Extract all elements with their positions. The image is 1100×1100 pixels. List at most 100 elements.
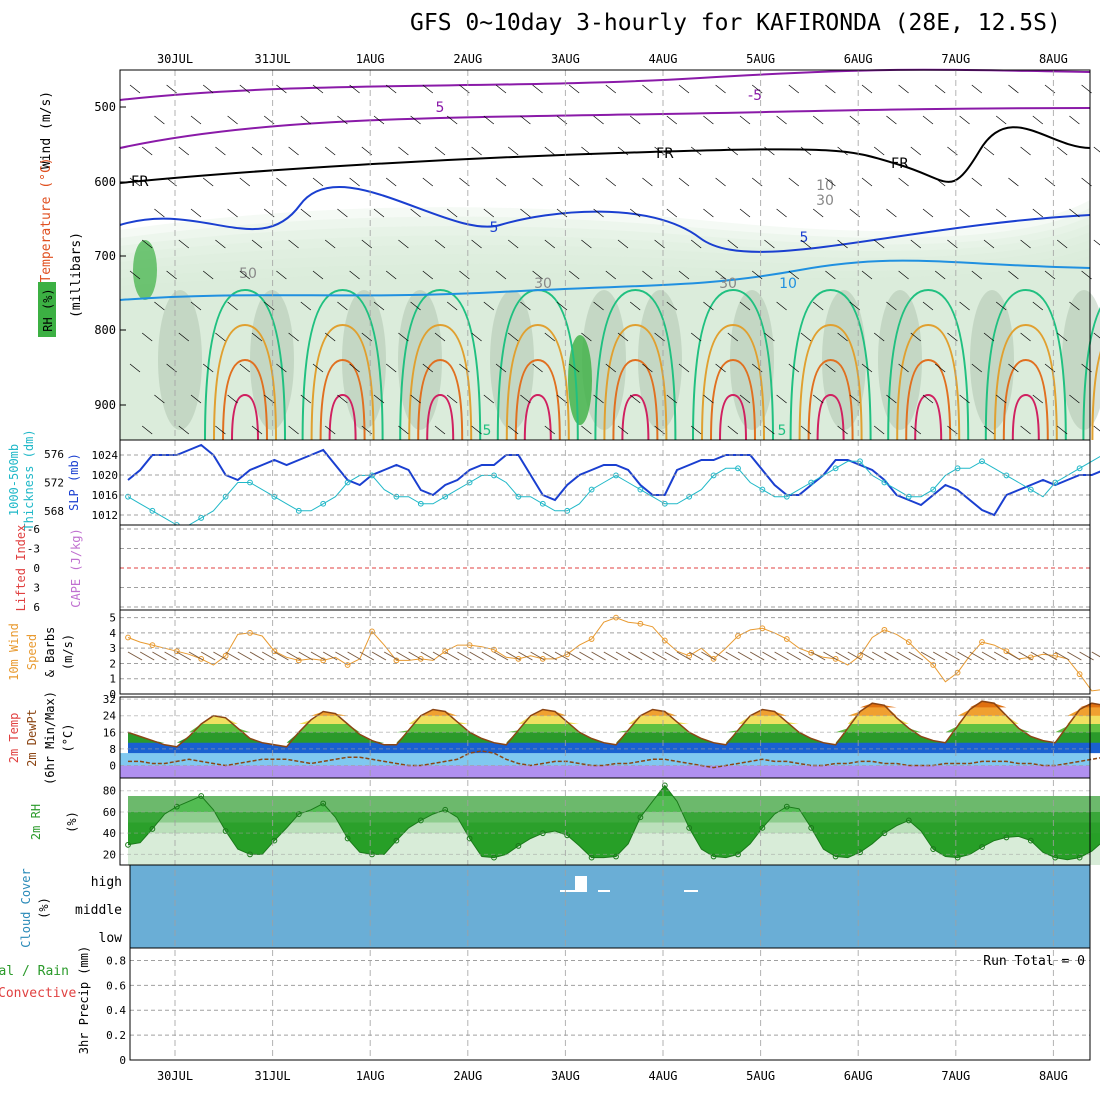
contour-label: 50 <box>239 266 257 282</box>
wind-barb <box>178 146 190 156</box>
wind-barb <box>471 146 482 156</box>
wind-barb <box>981 651 997 661</box>
wind-barb <box>434 239 446 249</box>
wind-barb <box>129 363 141 373</box>
temperature-contour <box>399 288 482 441</box>
wind-barb <box>471 425 482 435</box>
temp-tick: 0 <box>109 760 116 773</box>
wind-barb <box>568 363 580 373</box>
rh-point <box>661 782 668 789</box>
wind-barb <box>715 270 726 280</box>
wind-barb <box>776 115 787 125</box>
wind-barb <box>983 239 995 249</box>
cloud-tick: low <box>99 931 123 946</box>
thickness-point <box>295 507 302 514</box>
wind-barb <box>215 239 226 249</box>
wind-barb <box>640 651 655 661</box>
wind-barb <box>556 301 568 311</box>
temperature-contour <box>984 288 1067 441</box>
wind-barb <box>788 363 800 373</box>
wind-side-label-3: & Barbs <box>43 627 57 678</box>
wind-barb <box>603 651 619 661</box>
lifted-index-label: Lifted Index <box>14 525 28 612</box>
wind-barb <box>127 651 143 661</box>
temperature-contour <box>1082 306 1100 441</box>
wind-barb <box>581 239 592 249</box>
wind-barb <box>945 651 960 661</box>
wind-barb <box>983 425 995 435</box>
wind-barb <box>786 651 802 661</box>
wind-barb <box>593 301 604 311</box>
wind-barb <box>593 115 604 125</box>
wind-barb <box>176 651 192 661</box>
wind-barb <box>166 270 177 280</box>
wind-barb <box>654 332 665 342</box>
wind-barb <box>544 332 556 342</box>
rh-point <box>344 835 351 842</box>
wind-barb <box>1069 301 1080 311</box>
wind-barb <box>910 332 922 342</box>
wind-barb <box>261 651 277 661</box>
wind-barb <box>581 332 592 342</box>
freezing-level <box>119 126 1091 184</box>
rh-point <box>491 854 497 861</box>
wind-barb <box>1008 363 1019 373</box>
wind-barb <box>520 301 531 311</box>
wind-barb <box>823 651 838 661</box>
wind-barb <box>493 651 509 661</box>
wind-barb <box>727 425 739 435</box>
wind-barb <box>300 301 312 311</box>
wind-barb <box>520 208 531 218</box>
rh-point <box>320 800 327 807</box>
thickness-point <box>979 458 985 465</box>
temperature-contour <box>789 288 872 441</box>
upper-ylabel: (millibars) <box>69 232 84 318</box>
wind-barb <box>532 270 543 280</box>
wind-barb <box>432 651 448 661</box>
wind-barb <box>1008 177 1019 187</box>
date-label-bottom: 6AUG <box>844 1069 873 1083</box>
wind-barb <box>922 301 934 311</box>
wind-tick: 0 <box>109 688 116 701</box>
rh-point <box>905 817 912 824</box>
wind-barb <box>227 208 238 218</box>
wind-barb <box>605 84 617 94</box>
cloud-unit-label: (%) <box>37 897 51 919</box>
slp-tick: 1024 <box>92 449 119 462</box>
wind-barb <box>1093 425 1100 432</box>
wind-barb <box>154 208 165 218</box>
wind-barb <box>520 394 531 404</box>
wind-barb <box>934 177 946 187</box>
contour-label: FR <box>891 156 909 172</box>
date-label-bottom: 3AUG <box>551 1069 580 1083</box>
wind-barb <box>396 651 411 661</box>
temperature-contour <box>692 288 774 441</box>
wind-barb <box>969 651 985 661</box>
wind-barb <box>190 394 202 404</box>
contour-label: 30 <box>719 276 737 292</box>
wind-barb <box>483 208 495 218</box>
wind-barb <box>1032 301 1044 311</box>
wind-barb <box>629 394 641 404</box>
date-label-bottom: 31JUL <box>255 1069 291 1083</box>
wind-barb <box>347 651 362 661</box>
wind-barb <box>861 177 873 187</box>
wind-barb <box>910 239 922 249</box>
wind-barb <box>239 363 251 373</box>
wind-barb <box>629 301 641 311</box>
contour-label: 5 <box>436 100 445 116</box>
wind-barb <box>530 651 545 661</box>
temp-tick: 8 <box>109 743 116 756</box>
chart-title: GFS 0~10day 3-hourly for KAFIRONDA (28E,… <box>410 10 1061 36</box>
wind-barb <box>703 301 714 311</box>
wind-barb <box>605 177 617 187</box>
thickness-point <box>881 479 888 486</box>
wind-barb <box>737 651 753 661</box>
contour-label: 30 <box>816 193 834 209</box>
wind-barb <box>251 425 263 435</box>
wind-barb <box>300 208 312 218</box>
temp-fill-band <box>128 701 1100 716</box>
wind-barb <box>605 270 617 280</box>
cloud-cover-bar <box>575 876 587 892</box>
